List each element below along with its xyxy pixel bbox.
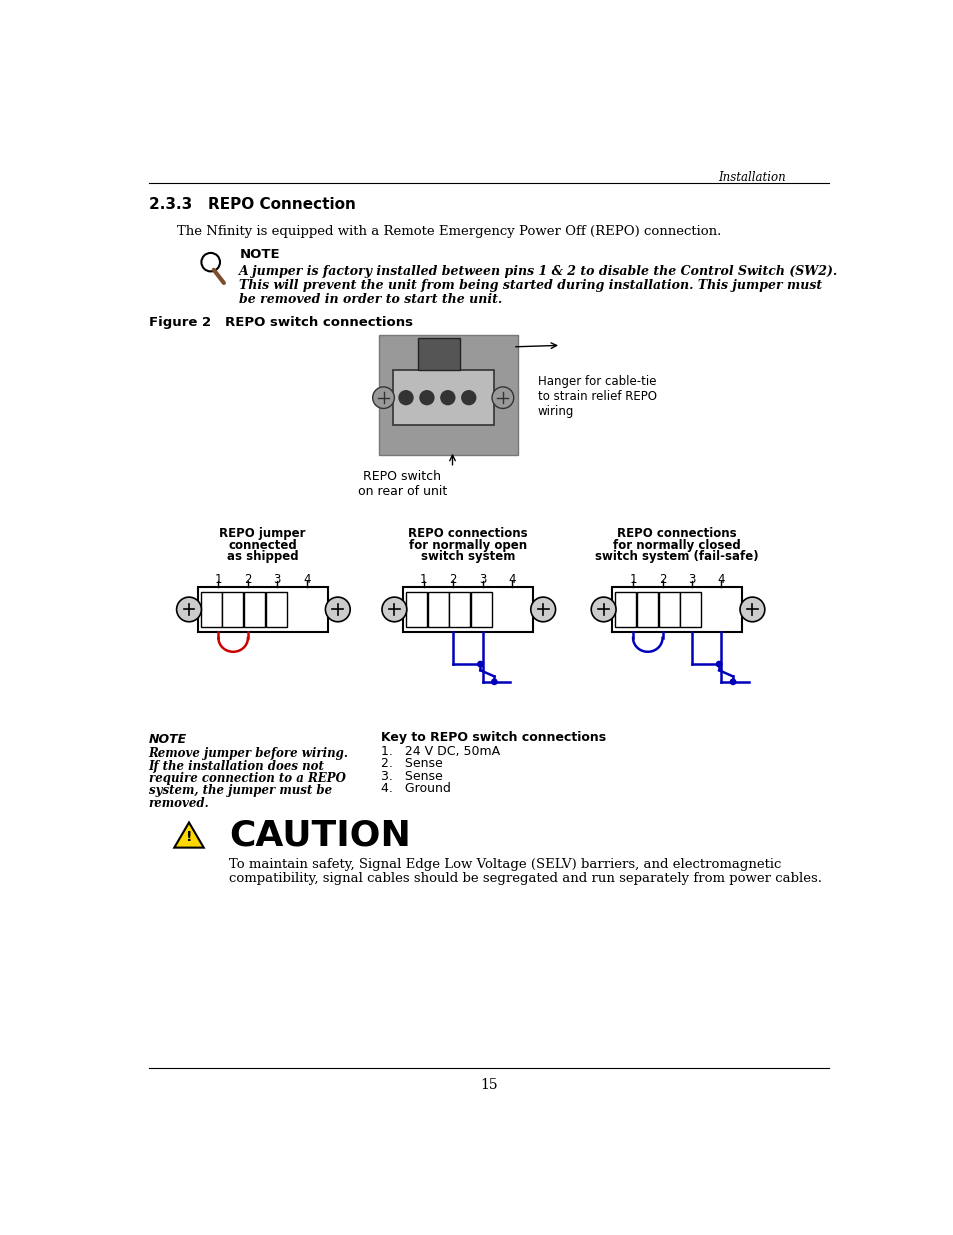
Text: as shipped: as shipped	[227, 550, 298, 563]
Text: CAUTION: CAUTION	[229, 818, 411, 852]
Text: compatibility, signal cables should be segregated and run separately from power : compatibility, signal cables should be s…	[229, 872, 821, 885]
Bar	[393, 370, 493, 425]
Circle shape	[176, 597, 201, 621]
Circle shape	[477, 662, 482, 667]
Text: 3: 3	[274, 573, 281, 587]
Text: A jumper is factory installed between pins 1 & 2 to disable the Control Switch (: A jumper is factory installed between pi…	[239, 266, 838, 278]
Circle shape	[492, 387, 513, 409]
Circle shape	[591, 597, 616, 621]
Circle shape	[419, 390, 434, 405]
Text: 15: 15	[479, 1078, 497, 1093]
Text: 2: 2	[244, 573, 252, 587]
Text: 2: 2	[659, 573, 665, 587]
Circle shape	[440, 390, 455, 405]
Text: 3.   Sense: 3. Sense	[381, 769, 442, 783]
Circle shape	[530, 597, 555, 621]
Text: connected: connected	[228, 538, 296, 552]
Text: 2.3.3   REPO Connection: 2.3.3 REPO Connection	[149, 196, 355, 211]
Text: system, the jumper must be: system, the jumper must be	[149, 784, 332, 798]
Text: 4: 4	[508, 573, 516, 587]
Circle shape	[461, 390, 476, 405]
Polygon shape	[174, 823, 204, 847]
Bar	[427, 592, 448, 627]
Bar	[378, 336, 517, 454]
Text: for normally open: for normally open	[409, 538, 526, 552]
Text: removed.: removed.	[149, 797, 210, 809]
Bar	[612, 587, 741, 632]
Text: Installation: Installation	[718, 172, 785, 184]
Text: Hanger for cable-tie
to strain relief REPO
wiring: Hanger for cable-tie to strain relief RE…	[537, 375, 656, 419]
Text: 1: 1	[629, 573, 637, 587]
Circle shape	[381, 597, 406, 621]
Text: REPO jumper: REPO jumper	[219, 527, 306, 540]
Text: 4: 4	[717, 573, 724, 587]
Text: REPO connections: REPO connections	[408, 527, 527, 540]
Text: !: !	[186, 830, 193, 844]
Text: Remove jumper before wiring.: Remove jumper before wiring.	[149, 747, 349, 761]
Circle shape	[730, 679, 735, 684]
Text: switch system: switch system	[420, 550, 515, 563]
Text: If the installation does not: If the installation does not	[149, 760, 324, 773]
Text: 2: 2	[449, 573, 456, 587]
Bar	[679, 592, 700, 627]
Text: Key to REPO switch connections: Key to REPO switch connections	[381, 731, 606, 745]
Bar	[637, 592, 658, 627]
Text: To maintain safety, Signal Edge Low Voltage (SELV) barriers, and electromagnetic: To maintain safety, Signal Edge Low Volt…	[229, 858, 781, 871]
Bar	[197, 587, 328, 632]
Circle shape	[373, 387, 394, 409]
Circle shape	[491, 679, 497, 684]
Text: require connection to a REPO: require connection to a REPO	[149, 772, 345, 785]
Text: REPO switch
on rear of unit: REPO switch on rear of unit	[357, 471, 446, 498]
Text: 3: 3	[687, 573, 695, 587]
Bar	[200, 592, 221, 627]
Text: switch system (fail-safe): switch system (fail-safe)	[595, 550, 759, 563]
Text: REPO connections: REPO connections	[617, 527, 737, 540]
Bar	[658, 592, 679, 627]
Text: be removed in order to start the unit.: be removed in order to start the unit.	[239, 293, 502, 306]
Text: 2.   Sense: 2. Sense	[381, 757, 442, 771]
Text: 3: 3	[478, 573, 486, 587]
Text: 4.   Ground: 4. Ground	[381, 782, 451, 795]
Bar	[471, 592, 492, 627]
Circle shape	[325, 597, 350, 621]
Circle shape	[740, 597, 764, 621]
Text: 1.   24 V DC, 50mA: 1. 24 V DC, 50mA	[381, 745, 499, 758]
Text: for normally closed: for normally closed	[613, 538, 740, 552]
Circle shape	[398, 390, 413, 405]
Text: Figure 2   REPO switch connections: Figure 2 REPO switch connections	[149, 316, 413, 329]
Text: NOTE: NOTE	[239, 248, 280, 262]
Bar	[402, 587, 533, 632]
Text: This will prevent the unit from being started during installation. This jumper m: This will prevent the unit from being st…	[239, 279, 821, 293]
Bar	[615, 592, 636, 627]
Text: 4: 4	[303, 573, 311, 587]
Circle shape	[716, 662, 721, 667]
Text: The Nfinity is equipped with a Remote Emergency Power Off (REPO) connection.: The Nfinity is equipped with a Remote Em…	[177, 225, 721, 238]
Text: 1: 1	[214, 573, 222, 587]
Text: 1: 1	[419, 573, 427, 587]
Bar	[449, 592, 470, 627]
Bar	[244, 592, 265, 627]
Bar	[406, 592, 427, 627]
Bar	[266, 592, 286, 627]
Text: NOTE: NOTE	[149, 734, 187, 746]
Bar	[417, 337, 459, 370]
Bar	[222, 592, 243, 627]
